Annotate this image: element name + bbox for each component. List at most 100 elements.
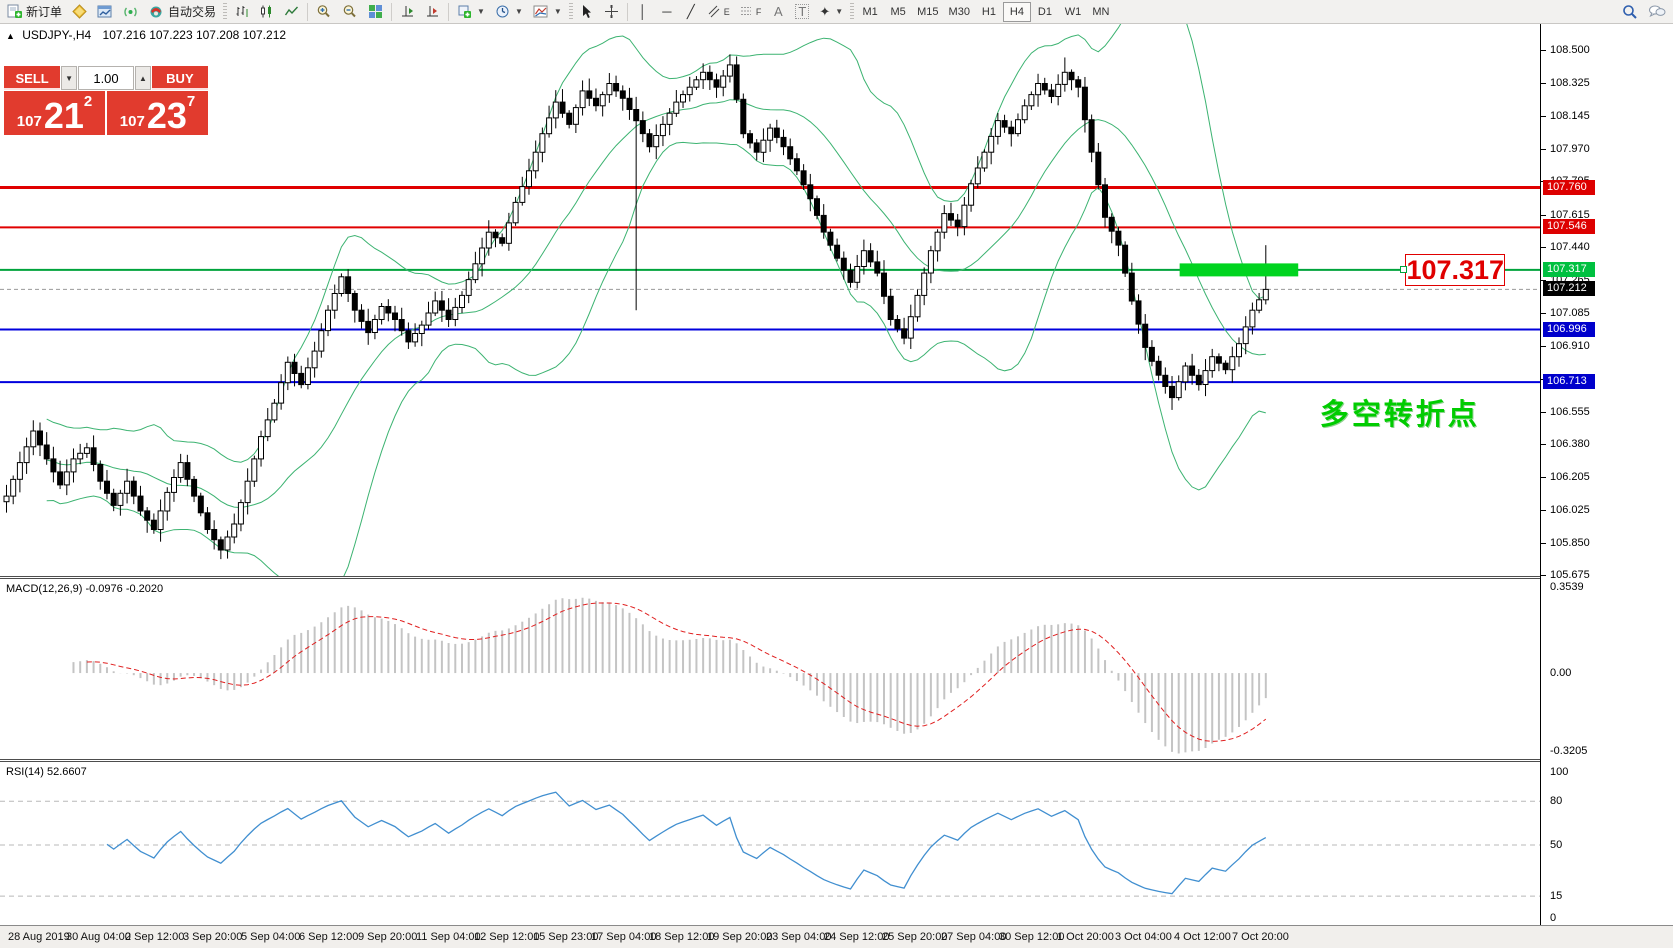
text-label-icon: T (795, 4, 810, 19)
candle-body (539, 133, 546, 153)
candle-body (726, 64, 733, 77)
candle-body (1081, 86, 1088, 121)
price-tick-label: 107.970 (1550, 143, 1590, 155)
highlight-rectangle[interactable] (1179, 263, 1299, 277)
candle-body (646, 133, 653, 148)
rsi-panel[interactable]: RSI(14) 52.6607 (0, 762, 1540, 924)
arrows-dropdown[interactable]: ✦ ▼ (814, 2, 848, 22)
chart-shift-button[interactable] (420, 2, 445, 22)
candle-body (526, 170, 532, 188)
sell-price-pip: 2 (83, 93, 93, 110)
candle-body (800, 170, 807, 186)
price-tick-label: 108.500 (1550, 44, 1590, 56)
autotrade-button[interactable]: 自动交易 (143, 2, 221, 22)
crosshair-button[interactable] (599, 2, 624, 22)
trendline-button[interactable]: ╱ (679, 2, 703, 22)
chat-button[interactable] (1643, 2, 1671, 22)
candle-body (378, 306, 385, 320)
candle-body (485, 231, 492, 249)
timeframe-button-m1[interactable]: M1 (856, 2, 884, 22)
timeframe-button-m30[interactable]: M30 (944, 2, 975, 22)
timeframe-button-d1[interactable]: D1 (1031, 2, 1059, 22)
signals-button[interactable] (118, 2, 143, 22)
time-axis-label: 12 Sep 12:00 (474, 931, 540, 943)
auto-scroll-button[interactable] (395, 2, 420, 22)
dropdown-caret-icon: ▼ (477, 7, 485, 16)
candle-body (398, 319, 405, 332)
tile-windows-button[interactable] (363, 2, 388, 22)
search-button[interactable] (1617, 2, 1643, 22)
candlestick-chart (0, 24, 1540, 576)
candle-body (673, 101, 680, 114)
timeframe-button-mn[interactable]: MN (1087, 2, 1115, 22)
text-button[interactable]: A (766, 2, 790, 22)
volume-decrease-button[interactable]: ▼ (61, 66, 77, 90)
zoom-out-button[interactable] (337, 2, 363, 22)
candle-body (30, 430, 37, 448)
fibonacci-button[interactable]: F (735, 2, 767, 22)
new-chart-dropdown[interactable]: ▼ (452, 2, 490, 22)
chinese-annotation[interactable]: 多空转折点 (1319, 398, 1480, 431)
vertical-line-button[interactable]: │ (631, 2, 655, 22)
horizontal-line-button[interactable]: ─ (655, 2, 679, 22)
price-tickmark (1541, 444, 1546, 445)
candle-body (177, 462, 184, 479)
buy-price-box[interactable]: 107 23 7 (107, 91, 208, 135)
candle-body (814, 198, 820, 216)
candle-body (901, 328, 908, 339)
zoom-in-button[interactable] (311, 2, 337, 22)
zoom-in-icon (317, 5, 330, 18)
one-click-collapse-icon[interactable]: ▲ (6, 31, 15, 41)
panel-divider[interactable] (0, 576, 1673, 579)
panel-divider[interactable] (0, 759, 1673, 762)
crosshair-icon (604, 5, 618, 18)
macd-panel[interactable]: MACD(12,26,9) -0.0976 -0.2020 (0, 579, 1540, 759)
text-label-button[interactable]: T (790, 2, 814, 22)
indicators-dropdown[interactable]: ▼ (528, 2, 567, 22)
timeframe-button-m15[interactable]: M15 (912, 2, 943, 22)
price-callout-label[interactable]: 107.317 (1405, 253, 1506, 286)
timeframe-button-w1[interactable]: W1 (1059, 2, 1087, 22)
candlestick-button[interactable] (254, 2, 279, 22)
price-tickmark (1541, 313, 1546, 314)
volume-input[interactable] (78, 66, 134, 90)
sell-button[interactable]: SELL (4, 66, 61, 90)
candle-body (1242, 326, 1249, 345)
timeframe-button-m5[interactable]: M5 (884, 2, 912, 22)
equidistant-channel-button[interactable]: E (703, 2, 735, 22)
main-chart-panel[interactable]: ▲ USDJPY-,H4 107.216 107.223 107.208 107… (0, 24, 1540, 576)
signal-icon (124, 7, 137, 17)
candle-body (579, 90, 586, 109)
timeframe-button-h1[interactable]: H1 (975, 2, 1003, 22)
bar-chart-button[interactable] (229, 2, 254, 22)
candle-body (1262, 288, 1269, 301)
candle-body (907, 316, 914, 339)
sell-price-box[interactable]: 107 21 2 (4, 91, 105, 135)
periods-dropdown[interactable]: ▼ (490, 2, 528, 22)
candle-body (753, 142, 760, 153)
buy-button[interactable]: BUY (151, 66, 208, 90)
candle-body (445, 309, 452, 321)
candle-body (613, 83, 620, 92)
timeframe-button-h4[interactable]: H4 (1002, 1, 1031, 22)
dropdown-caret-icon: ▼ (514, 7, 523, 16)
candle-body (1169, 385, 1175, 399)
candle-body (854, 266, 861, 283)
candle-body (512, 201, 519, 224)
candle-body (659, 123, 666, 137)
candle-body (1162, 374, 1169, 387)
chart-window-button[interactable] (92, 2, 118, 22)
time-axis-label: 6 Sep 12:00 (299, 931, 359, 943)
diamond-tag-button[interactable] (67, 2, 92, 22)
time-axis[interactable]: 28 Aug 2019 30 Aug 04:00 2 Sep 12:00 3 Sep … (0, 925, 1673, 948)
macd-axis-label: -0.3205 (1550, 745, 1588, 757)
price-tick-label: 108.145 (1550, 110, 1590, 122)
candle-body (552, 101, 559, 119)
trendline-icon: ╱ (686, 4, 695, 19)
line-chart-button[interactable] (279, 2, 304, 22)
new-order-button[interactable]: 新订单 (2, 2, 67, 22)
candle-body (1068, 71, 1075, 81)
volume-increase-button[interactable]: ▲ (135, 66, 151, 90)
new-chart-icon (458, 5, 472, 18)
cursor-button[interactable] (575, 2, 599, 22)
